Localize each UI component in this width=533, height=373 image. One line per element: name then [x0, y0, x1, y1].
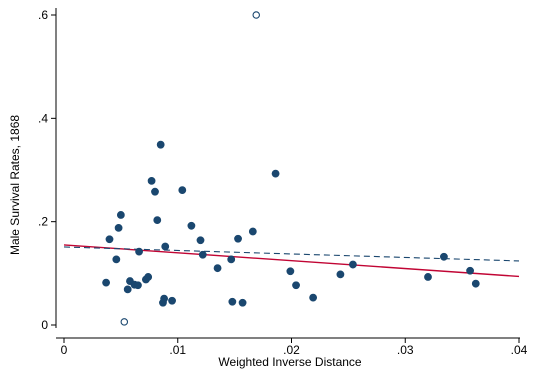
x-tick-label: .03	[397, 343, 414, 357]
y-tick-label: .2	[38, 215, 48, 229]
data-point	[292, 281, 300, 290]
data-point	[271, 169, 280, 178]
y-tick-label: .6	[38, 8, 48, 22]
outlier-point	[120, 318, 129, 326]
x-tick-label: .01	[169, 343, 186, 357]
data-point	[424, 273, 432, 281]
data-point	[440, 252, 448, 261]
data-point	[160, 294, 168, 303]
data-point	[134, 281, 142, 290]
data-point	[228, 297, 237, 306]
y-tick-label: 0	[41, 318, 48, 332]
data-point	[309, 293, 318, 302]
data-point	[151, 187, 159, 196]
data-point	[112, 255, 121, 264]
data-point	[156, 140, 165, 149]
data-point	[198, 250, 207, 259]
data-point	[248, 227, 257, 236]
data-point	[213, 264, 222, 273]
data-point	[234, 234, 242, 243]
outlier-point	[252, 11, 260, 19]
x-tick-label: .02	[283, 343, 300, 357]
x-tick-label: 0	[61, 343, 68, 357]
data-point	[349, 260, 357, 269]
x-axis-title: Weighted Inverse Distance	[218, 355, 362, 369]
data-point	[116, 211, 125, 219]
data-point	[227, 255, 236, 264]
data-point	[153, 216, 162, 225]
data-point	[102, 278, 110, 287]
data-point	[144, 273, 153, 281]
data-point	[196, 236, 205, 245]
data-point	[187, 221, 196, 230]
data-point	[238, 298, 247, 307]
y-axis-title: Male Survival Rates, 1868	[8, 115, 22, 255]
data-point	[135, 247, 143, 256]
data-point	[105, 235, 114, 244]
data-point	[168, 296, 176, 305]
data-point	[123, 285, 132, 294]
data-point	[147, 176, 156, 185]
data-point	[471, 279, 480, 288]
data-points	[102, 11, 480, 326]
data-point	[161, 242, 170, 251]
data-point	[466, 266, 474, 275]
y-axis-ticks: 0 .2 .4 .6	[38, 8, 56, 332]
x-tick-label: .04	[511, 343, 528, 357]
data-point	[178, 186, 187, 195]
x-axis-ticks: 0 .01 .02 .03 .04	[61, 338, 528, 357]
y-tick-label: .4	[38, 111, 48, 125]
data-point	[114, 223, 123, 232]
data-point	[286, 267, 295, 276]
data-point	[336, 270, 345, 279]
